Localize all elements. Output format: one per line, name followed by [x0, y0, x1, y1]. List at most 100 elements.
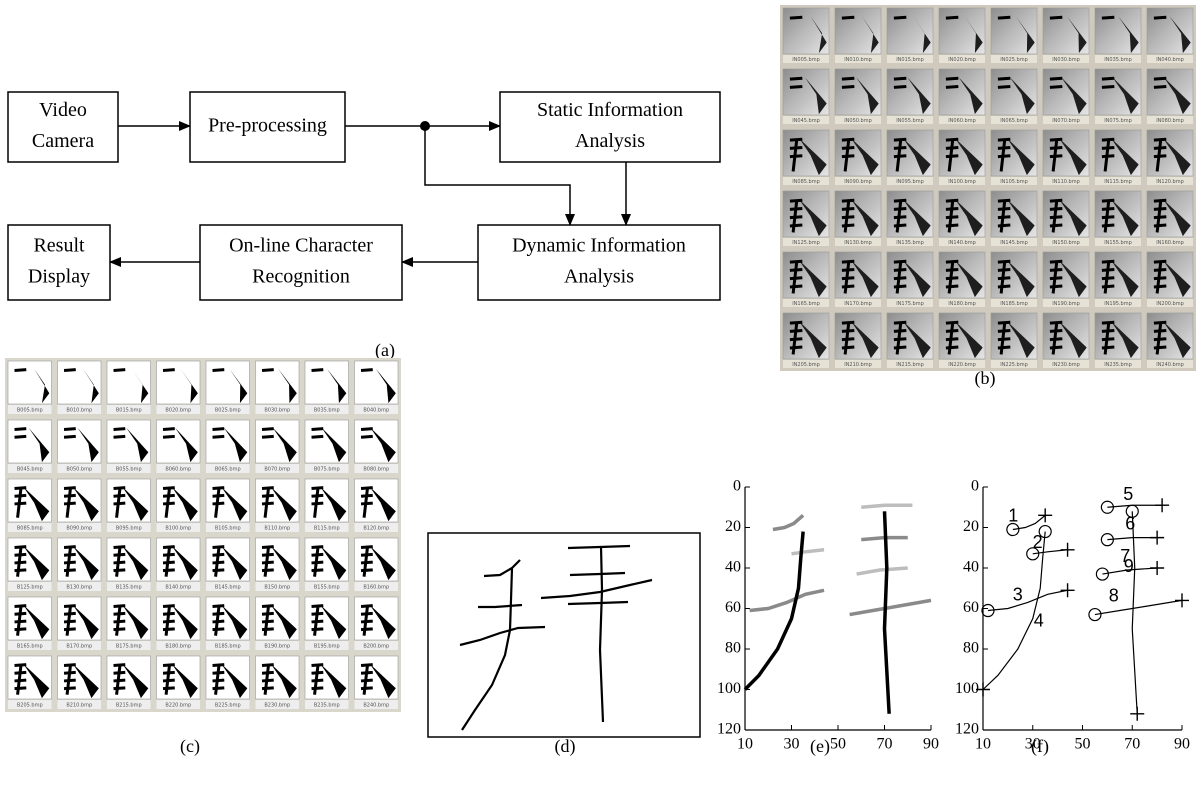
thumbnail-caption: B080.bmp [363, 467, 389, 473]
end-point [1038, 508, 1052, 522]
ink-stroke [15, 570, 27, 571]
thumbnail-caption: B185.bmp [215, 644, 241, 650]
ink-stroke [1102, 286, 1114, 287]
ink-stroke [1154, 78, 1166, 79]
ink-stroke [163, 629, 175, 630]
thumbnail-caption: B085.bmp [17, 526, 43, 532]
ink-stroke [946, 78, 958, 79]
ink-stroke [1102, 78, 1114, 79]
panel-label: (a) [375, 340, 395, 361]
thumbnail-caption: B160.bmp [363, 585, 389, 591]
panel-label: (c) [180, 736, 200, 757]
ink-stroke [213, 570, 225, 571]
node-label: Camera [32, 130, 94, 152]
ink-stroke [998, 86, 1010, 87]
ink-stroke [114, 370, 126, 371]
frame-grid: IN005.bmpIN010.bmpIN015.bmpIN020.bmpIN02… [780, 5, 1196, 371]
thumbnail-caption: IN005.bmp [792, 57, 820, 63]
skeleton-image [428, 533, 700, 737]
ink-stroke [163, 429, 175, 430]
thumbnail-caption: IN125.bmp [792, 240, 820, 246]
y-tick-label: 20 [725, 518, 741, 535]
end-point [1175, 593, 1189, 607]
thumbnail-caption: B180.bmp [165, 644, 191, 650]
thumbnail-caption: B165.bmp [17, 644, 43, 650]
stroke-trajectory [857, 568, 908, 574]
thumbnail-caption: IN010.bmp [844, 57, 872, 63]
thumbnail-caption: B135.bmp [116, 585, 142, 591]
ink-stroke [361, 688, 373, 689]
ink-stroke [114, 688, 126, 689]
thumbnail-caption: B020.bmp [165, 408, 191, 414]
y-tick-label: 80 [725, 640, 741, 657]
y-tick-label: 80 [963, 640, 979, 657]
ink-stroke [1050, 225, 1062, 226]
thumbnail-caption: IN025.bmp [1000, 57, 1028, 63]
thumbnail-caption: IN205.bmp [792, 362, 820, 368]
stroke-trajectory [1107, 538, 1157, 540]
thumbnail-caption: B100.bmp [165, 526, 191, 532]
ink-stroke [15, 629, 27, 630]
thumbnail-caption: IN120.bmp [1156, 179, 1184, 185]
thumbnail-caption: B115.bmp [314, 526, 340, 532]
thumbnail-caption: IN135.bmp [896, 240, 924, 246]
diagram: VideoCameraPre-processingStatic Informat… [8, 92, 720, 300]
thumbnail-caption: B140.bmp [165, 585, 191, 591]
thumbnail-caption: B050.bmp [66, 467, 92, 473]
end-point [1130, 707, 1144, 721]
ink-stroke [842, 225, 854, 226]
thumbnail-caption: B035.bmp [314, 408, 340, 414]
y-tick-label: 100 [955, 680, 979, 697]
ink-stroke [946, 225, 958, 226]
ink-stroke [312, 570, 324, 571]
ink-stroke [894, 225, 906, 226]
stroke-trajectory [885, 511, 890, 714]
panel-label: (f) [1031, 736, 1049, 757]
ink-stroke [1102, 225, 1114, 226]
thumbnail-caption: B240.bmp [363, 703, 389, 709]
ink-stroke [1102, 17, 1114, 18]
ink-stroke [790, 86, 802, 87]
thumbnail-caption: B205.bmp [17, 703, 43, 709]
ink-stroke [312, 629, 324, 630]
panel-label: (d) [555, 736, 576, 757]
thumbnail-caption: IN115.bmp [1104, 179, 1132, 185]
ink-stroke [1154, 17, 1166, 18]
end-point [1150, 561, 1164, 575]
thumbnail-caption: IN175.bmp [896, 301, 924, 307]
x-tick-label: 90 [1174, 736, 1190, 753]
end-point [1061, 543, 1075, 557]
stroke-trajectory [1132, 511, 1137, 714]
node-label: Recognition [252, 266, 350, 288]
ink-stroke [64, 688, 76, 689]
thumbnail-caption: IN045.bmp [792, 118, 820, 124]
y-tick-label: 0 [971, 478, 979, 495]
ink-stroke [312, 688, 324, 689]
y-tick-label: 60 [725, 599, 741, 616]
thumbnail-caption: B145.bmp [215, 585, 241, 591]
end-point [1155, 498, 1169, 512]
ink-stroke [15, 436, 27, 437]
ink-stroke [894, 286, 906, 287]
thumbnail-caption: B025.bmp [215, 408, 241, 414]
x-tick-label: 50 [1075, 736, 1091, 753]
thumbnail-caption: B015.bmp [116, 408, 142, 414]
node-label: On-line Character [229, 235, 373, 257]
thumbnail-caption: IN180.bmp [948, 301, 976, 307]
panel-label: (e) [810, 736, 830, 757]
ink-stroke [64, 429, 76, 430]
ink-stroke [262, 629, 274, 630]
thumbnail-caption: IN170.bmp [844, 301, 872, 307]
ink-stroke [842, 78, 854, 79]
ink-stroke [213, 436, 225, 437]
thumbnail-caption: IN105.bmp [1000, 179, 1028, 185]
ink-stroke [213, 629, 225, 630]
ink-stroke [894, 86, 906, 87]
thumbnail-caption: B060.bmp [165, 467, 191, 473]
thumbnail-caption: IN080.bmp [1156, 118, 1184, 124]
ink-stroke [262, 370, 274, 371]
thumbnail-caption: B220.bmp [165, 703, 191, 709]
ink-stroke [1154, 286, 1166, 287]
thumbnail-caption: B150.bmp [264, 585, 290, 591]
